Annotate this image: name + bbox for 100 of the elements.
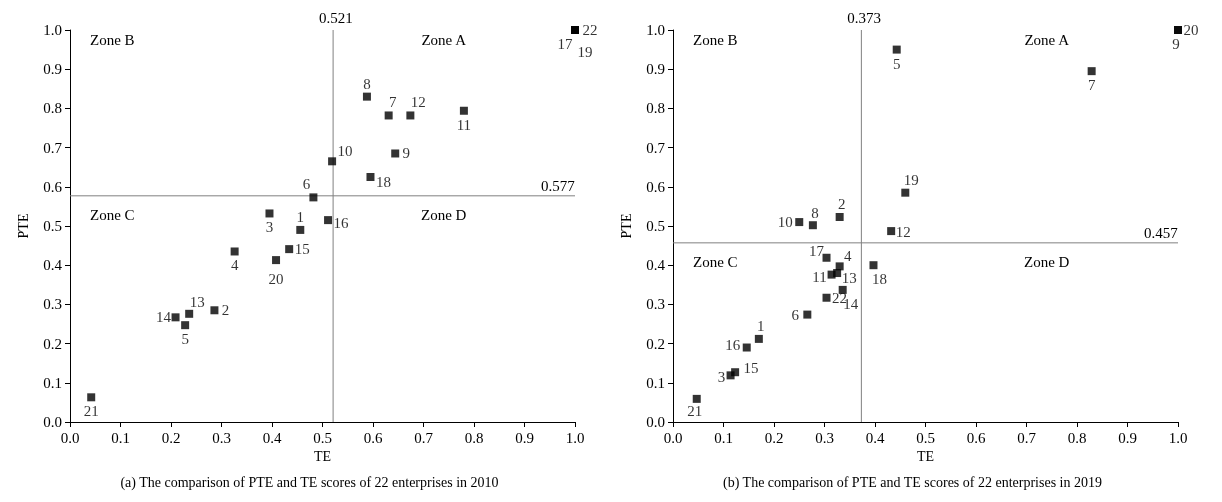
annotation: 21: [687, 402, 703, 419]
annotation: 13: [189, 293, 205, 310]
y-axis-title: PTE: [15, 213, 31, 239]
x-axis-title: TE: [313, 449, 332, 465]
annotation: 17: [809, 242, 825, 259]
y-tick-label: 0.2: [646, 335, 665, 352]
x-tick-label: 0.7: [414, 429, 434, 446]
annotation: 3: [717, 369, 726, 386]
ref-line-label: 0.457: [1144, 224, 1179, 241]
annotation: Zone C: [693, 254, 738, 271]
y-tick-label: 0.3: [43, 296, 62, 313]
annotation: 1: [757, 317, 765, 334]
y-tick-label: 0.4: [43, 257, 63, 274]
annotation: 1: [296, 208, 305, 225]
ref-line-label: 0.373: [847, 10, 882, 26]
text: (b) The comparison of PTE and TE scores of 22 enterprises in 2019: [723, 474, 1102, 491]
annotation: 5: [181, 331, 189, 348]
annotation: 4: [230, 257, 239, 274]
y-tick-label: 0.5: [646, 218, 665, 234]
y-tick-label: 0.5: [43, 218, 62, 234]
y-tick-label: 0.9: [646, 61, 665, 78]
y-tick-label: 0.6: [43, 178, 63, 195]
annotation: Zone B: [90, 31, 135, 48]
annotation: 2: [837, 195, 846, 212]
annotation: 15: [294, 241, 310, 258]
annotation: 16: [725, 336, 741, 353]
annotation: 4: [843, 248, 852, 265]
x-tick-label: 0.4: [865, 429, 885, 446]
y-tick-label: 0.6: [646, 178, 666, 195]
annotation: 6: [302, 176, 311, 193]
y-tick-label: 0.8: [43, 100, 62, 117]
x-tick-label: 0.4: [262, 429, 282, 446]
x-tick-label: 0.0: [663, 429, 683, 446]
annotation: Zone A: [421, 31, 467, 48]
annotation: 6: [791, 306, 800, 323]
x-tick-label: 0.2: [161, 429, 181, 446]
x-tick-label: 0.3: [212, 429, 231, 446]
x-tick-label: 0.6: [966, 429, 986, 446]
annotation: Zone A: [1024, 31, 1070, 48]
x-tick-label: 1.0: [1168, 429, 1188, 446]
x-tick-label: 0.2: [764, 429, 784, 446]
x-tick-label: 0.9: [515, 429, 534, 446]
annotation: 3: [265, 219, 274, 236]
annotation: Zone B: [693, 31, 738, 48]
x-tick-label: 0.8: [1067, 429, 1087, 446]
ref-line-label: 0.521: [319, 10, 353, 26]
annotation: 2: [221, 302, 230, 319]
y-tick-label: 0.1: [646, 374, 665, 391]
annotation: 9: [402, 145, 410, 162]
annotation: 19: [577, 44, 593, 60]
y-tick-label: 0.0: [646, 414, 665, 430]
y-tick-label: 0.0: [43, 414, 62, 430]
x-tick-label: 0.5: [916, 429, 935, 446]
y-tick-label: 0.3: [646, 296, 665, 313]
annotation: 8: [363, 75, 371, 92]
annotation: 11: [456, 116, 472, 133]
annotation: 19: [903, 171, 919, 188]
annotation: 10: [337, 143, 353, 160]
y-tick-label: 0.8: [646, 100, 665, 117]
y-tick-label: 0.1: [43, 374, 62, 391]
annotation: 7: [1087, 77, 1096, 94]
x-tick-label: 0.8: [464, 429, 484, 446]
x-tick-label: 0.7: [1017, 429, 1037, 446]
x-tick-label: 0.3: [815, 429, 834, 446]
annotation: Zone C: [90, 207, 135, 224]
x-tick-label: 0.0: [60, 429, 80, 446]
annotation: 13: [841, 270, 857, 287]
y-tick-label: 1.0: [646, 22, 665, 38]
x-tick-label: 0.6: [363, 429, 383, 446]
x-tick-label: 0.9: [1118, 429, 1137, 446]
y-tick-label: 1.0: [43, 22, 62, 38]
annotation: 22: [582, 22, 598, 38]
annotation: 8: [811, 205, 819, 222]
x-tick-label: 0.1: [714, 429, 733, 446]
annotation: 7: [388, 94, 397, 111]
annotation: 12: [895, 224, 911, 241]
x-axis-title: TE: [916, 449, 935, 465]
annotation: 18: [375, 174, 391, 190]
annotation: 5: [892, 55, 901, 72]
x-tick-label: 0.1: [111, 429, 130, 446]
y-tick-label: 0.4: [646, 257, 666, 274]
ref-line-label: 0.577: [541, 177, 576, 194]
x-tick-label: 0.5: [313, 429, 332, 446]
y-tick-label: 0.7: [43, 139, 63, 156]
annotation: 9: [1172, 36, 1180, 52]
annotation: 17: [557, 36, 573, 52]
annotation: 21: [83, 403, 99, 420]
annotation: 15: [743, 360, 759, 377]
y-axis-title: PTE: [618, 213, 634, 239]
x-tick-label: 1.0: [565, 429, 585, 446]
annotation: 20: [268, 271, 284, 288]
annotation: 20: [1183, 22, 1199, 38]
annotation: 16: [333, 215, 350, 232]
annotation: 11: [812, 268, 827, 285]
annotation: 10: [777, 214, 793, 231]
y-tick-label: 0.7: [646, 139, 666, 156]
text: (a) The comparison of PTE and TE scores of 22 enterprises in 2010: [120, 474, 499, 491]
annotation: 18: [871, 271, 887, 288]
annotation: 12: [410, 94, 426, 111]
annotation: Zone D: [421, 207, 467, 224]
